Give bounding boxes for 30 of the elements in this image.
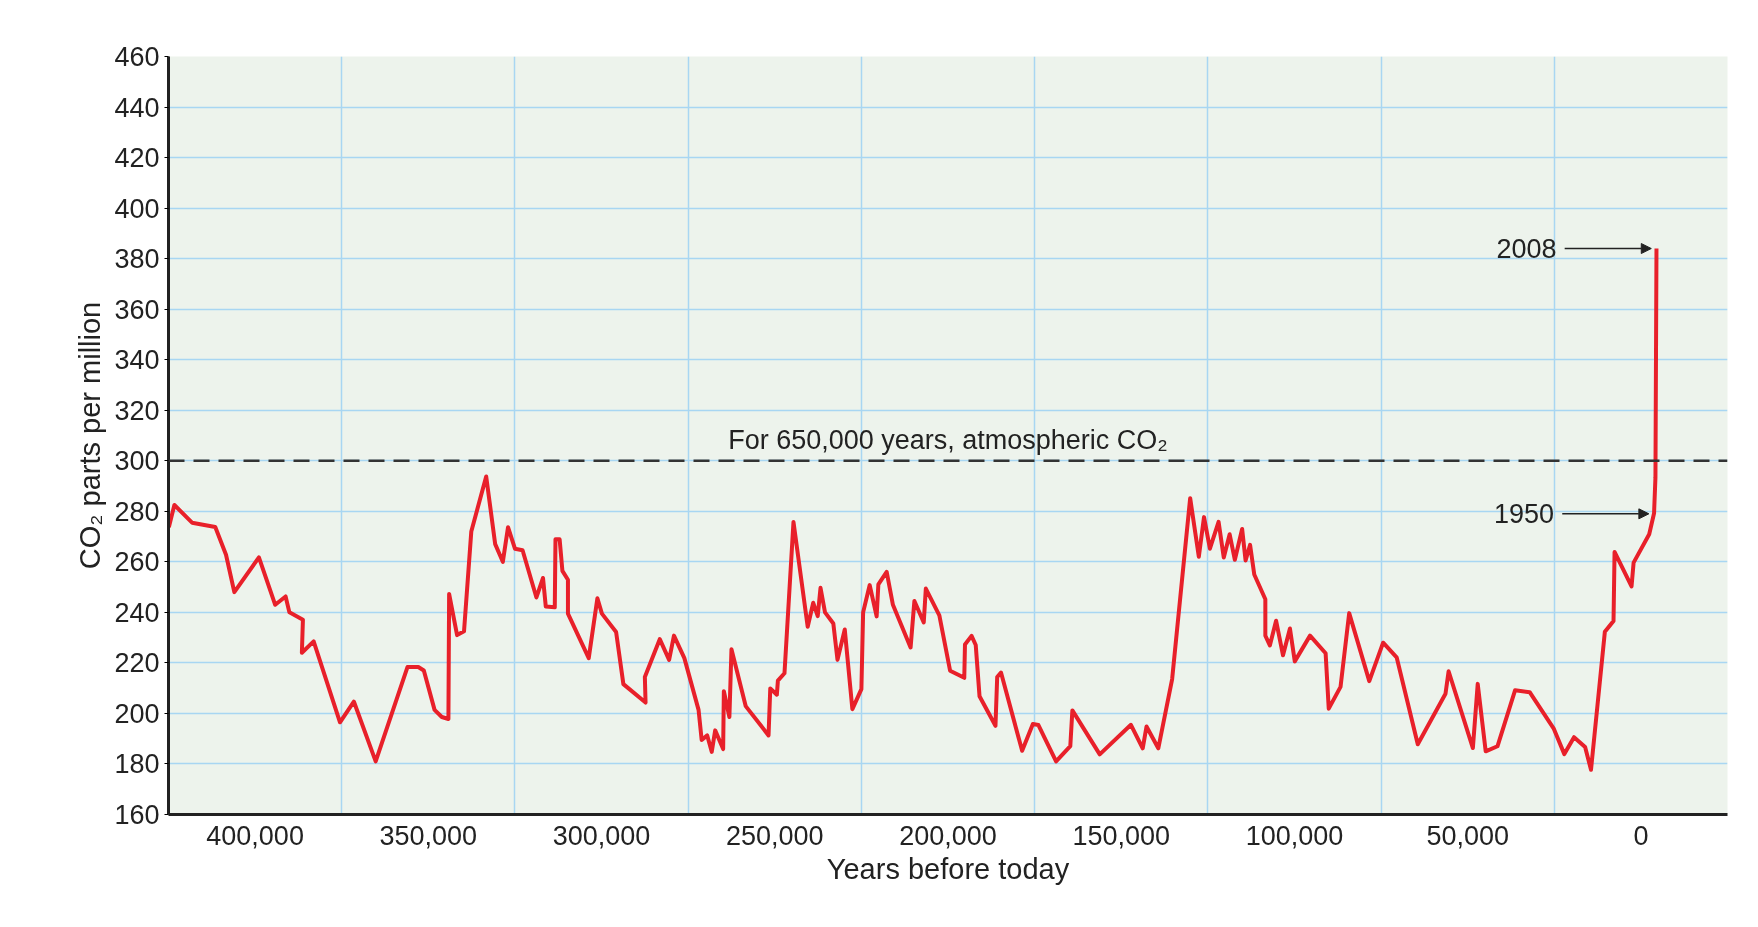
x-tick-label: 350,000 — [379, 820, 478, 851]
y-tick-label: 240 — [114, 597, 160, 628]
y-tick-label: 460 — [114, 42, 160, 72]
annotation: 2008 — [1496, 234, 1557, 265]
y-tick-label: 400 — [114, 193, 160, 224]
y-tick-label: 300 — [114, 446, 160, 477]
y-tick-label: 380 — [114, 244, 160, 275]
y-tick-label: 420 — [114, 143, 160, 174]
ref-line-label: For 650,000 years, atmospheric CO₂ — [728, 424, 1168, 455]
y-tick-label: 360 — [114, 294, 160, 325]
y-tick-label: 180 — [114, 749, 160, 780]
y-tick-label: 220 — [114, 648, 160, 679]
x-tick-label: 300,000 — [552, 820, 651, 851]
x-axis-title: Years before today — [826, 852, 1070, 885]
y-tick-label: 340 — [114, 345, 160, 376]
x-tick-label: 100,000 — [1245, 820, 1344, 851]
x-tick-label: 400,000 — [206, 820, 304, 851]
x-tick-label: 150,000 — [1072, 820, 1171, 851]
annotation: 1950 — [1493, 499, 1555, 530]
y-tick-label: 320 — [114, 395, 160, 426]
y-tick-label: 160 — [114, 800, 160, 830]
y-tick-label: 200 — [114, 698, 160, 729]
y-axis-title: CO₂ parts per million — [74, 301, 107, 570]
x-tick-label: 250,000 — [725, 820, 824, 851]
y-tick-label: 260 — [114, 547, 160, 578]
x-tick-label: 50,000 — [1426, 820, 1509, 851]
x-tick-label: 200,000 — [899, 820, 997, 851]
y-tick-label: 280 — [114, 496, 160, 527]
y-tick-label: 440 — [114, 92, 160, 123]
x-tick-label: 0 — [1633, 820, 1649, 851]
